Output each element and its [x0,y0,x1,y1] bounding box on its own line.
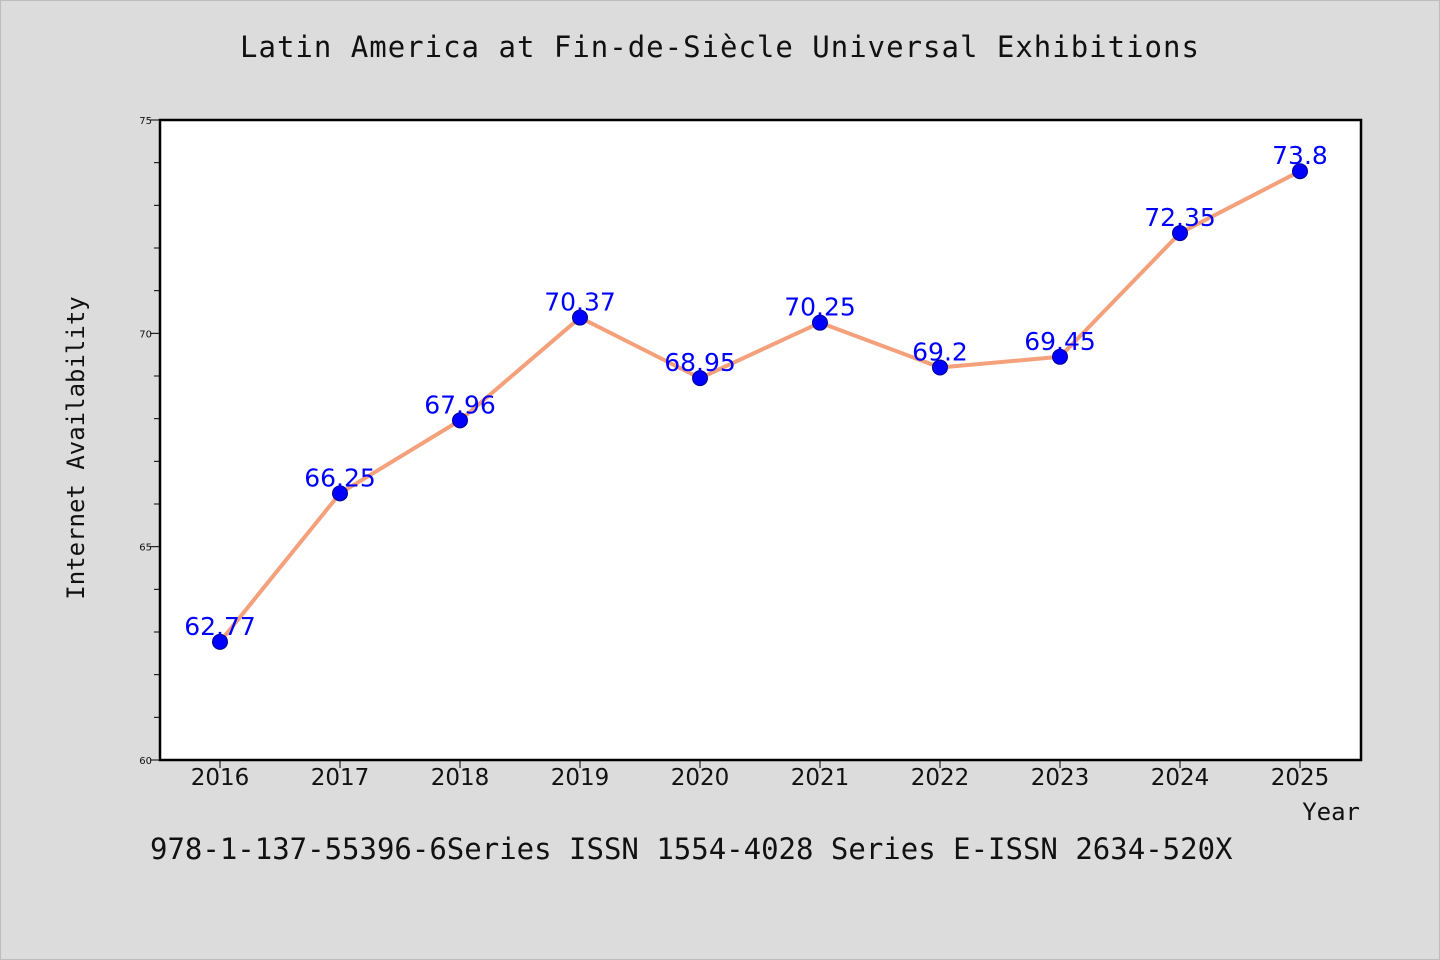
y-axis-label: Internet Availability [62,296,90,599]
data-point [212,633,228,650]
data-point [812,314,828,331]
data-label: 62.77 [184,612,256,641]
data-point [1292,163,1308,180]
data-point [332,485,348,502]
y-tick-label: 75 [139,116,152,127]
x-axis-label: Year [1302,798,1360,826]
x-tick-label: 2016 [191,765,250,791]
x-tick-label: 2025 [1271,765,1330,791]
data-point [932,359,948,376]
data-label: 70.25 [784,293,856,322]
y-tick-label: 65 [139,543,152,554]
data-label: 72.35 [1144,203,1216,232]
data-point [1172,225,1188,242]
chart-title: Latin America at Fin-de-Siècle Universal… [240,30,1200,64]
data-label: 67.96 [424,390,496,419]
data-point [572,309,588,326]
plot-area [158,118,1363,762]
data-label: 70.37 [544,288,616,317]
data-point [692,370,708,387]
data-label: 66.25 [304,463,376,492]
x-tick-label: 2019 [551,765,610,791]
data-point [452,412,468,429]
x-tick-label: 2024 [1151,765,1210,791]
x-tick-label: 2022 [911,765,970,791]
series-line [218,169,1301,644]
data-point [1052,348,1068,365]
x-tick-label: 2021 [791,765,850,791]
data-label: 69.2 [912,337,968,366]
x-tick-label: 2018 [431,765,490,791]
data-label: 68.95 [664,348,736,377]
x-tick-label: 2023 [1031,765,1090,791]
footer-isbn-text: 978-1-137-55396-6Series ISSN 1554-4028 S… [150,832,1233,866]
y-tick-label: 60 [139,756,152,767]
data-label: 73.8 [1272,141,1328,170]
data-label: 69.45 [1024,327,1096,356]
y-tick-label: 70 [139,329,152,340]
x-tick-label: 2020 [671,765,730,791]
x-tick-label: 2017 [311,765,370,791]
